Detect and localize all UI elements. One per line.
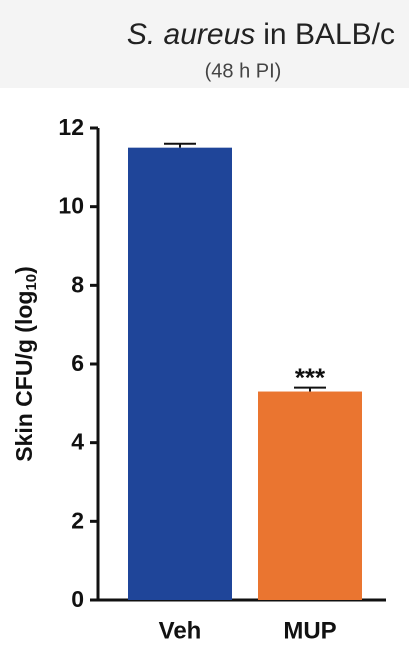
y-tick-label: 10 (58, 193, 84, 219)
bar (128, 147, 232, 600)
chart-subtitle: (48 h PI) (205, 60, 282, 82)
error-bar (164, 142, 196, 148)
y-label-sub: 10 (23, 274, 40, 291)
y-tick-label: 0 (71, 586, 84, 612)
y-tick-label: 2 (71, 507, 84, 533)
x-tick-label: Veh (159, 617, 202, 644)
error-bar (294, 386, 326, 392)
y-axis-label: Skin CFU/g (log10) (11, 266, 40, 462)
y-tick-label: 8 (71, 271, 84, 297)
y-label-end: ) (11, 266, 37, 274)
significance-label: *** (295, 362, 326, 392)
chart-title: S. aureus in BALB/c (127, 18, 395, 51)
x-tick-label: MUP (283, 617, 336, 644)
header-band (0, 0, 409, 88)
y-tick-label: 4 (71, 429, 84, 455)
y-tick-label: 12 (58, 114, 84, 140)
y-tick-label: 6 (71, 350, 84, 376)
title-italic: S. aureus (127, 18, 255, 51)
title-text: in BALB/c (263, 18, 395, 51)
bar (258, 391, 362, 600)
y-label-main: Skin CFU/g (log (11, 291, 37, 462)
